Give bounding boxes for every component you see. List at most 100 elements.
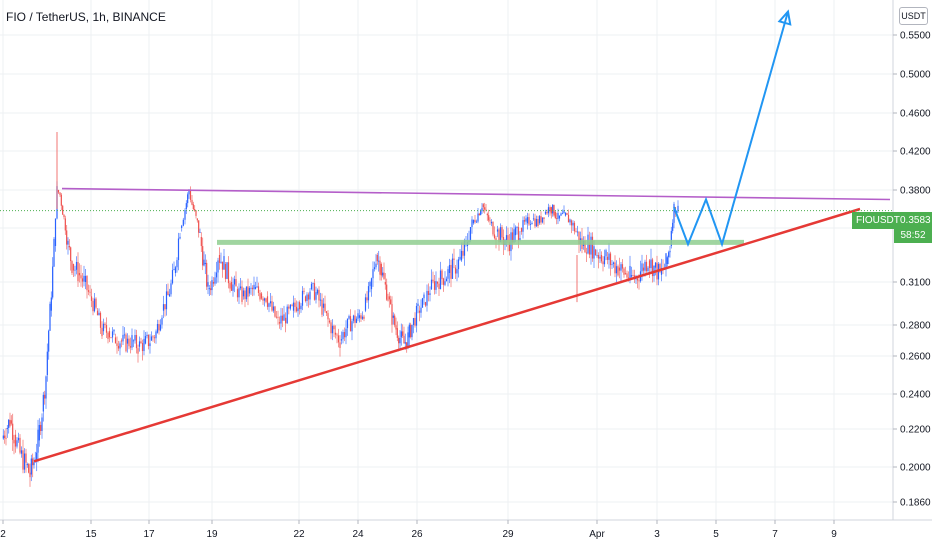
candle-body	[200, 237, 202, 247]
candle-body	[92, 300, 94, 312]
candle-body	[403, 335, 405, 344]
candle-body	[517, 227, 520, 241]
candle-body	[641, 263, 643, 272]
price-tick-label: 0.2000	[900, 463, 931, 474]
candle-body	[480, 210, 482, 216]
candle-body	[177, 238, 180, 261]
candle-body	[315, 292, 317, 300]
candle-body	[390, 299, 392, 305]
candle-body	[12, 423, 14, 440]
candle-body	[478, 213, 480, 216]
candle-body	[14, 434, 17, 447]
candle-body	[645, 261, 648, 272]
support-trendline[interactable]	[33, 207, 861, 463]
candle-body	[525, 218, 527, 222]
candle-body	[626, 273, 628, 278]
candle-body	[63, 214, 65, 218]
candle-body	[424, 302, 427, 306]
candle-body	[588, 242, 591, 255]
candle-body	[620, 264, 622, 271]
candle-body	[414, 318, 416, 326]
candle-body	[384, 282, 386, 285]
candle-body	[99, 312, 102, 328]
candle-body	[660, 267, 663, 275]
candle-body	[415, 306, 418, 326]
candle-body	[383, 272, 385, 279]
candle-body	[144, 336, 147, 344]
currency-button[interactable]: USDT	[899, 7, 928, 25]
candle-body	[463, 240, 466, 256]
candle-body	[215, 272, 218, 278]
candle-body	[472, 219, 475, 224]
arrowhead-icon	[777, 9, 792, 26]
price-tick-label: 0.1860	[900, 498, 931, 509]
time-tick-label: 9	[831, 529, 837, 540]
candle-body	[433, 281, 436, 290]
candle-body	[281, 315, 284, 321]
candle-body	[400, 331, 402, 338]
candle-body	[117, 345, 120, 349]
candle-body	[48, 330, 50, 352]
candle-body	[498, 229, 500, 243]
candle-body	[141, 343, 144, 352]
projection-path[interactable]	[673, 11, 789, 248]
candle-body	[352, 315, 355, 321]
candle-body	[132, 340, 135, 342]
countdown-label: 58:52	[900, 230, 926, 241]
candle-body	[357, 313, 359, 319]
candle-body	[659, 263, 661, 272]
candle-body	[621, 264, 624, 269]
candle-body	[147, 334, 150, 347]
candle-body	[33, 462, 35, 466]
candle-body	[380, 264, 382, 276]
candle-body	[392, 315, 394, 318]
candle-body	[184, 209, 186, 220]
candle-body	[22, 450, 24, 470]
candle-body	[122, 334, 124, 342]
candle-body	[221, 261, 224, 270]
candle-body	[313, 283, 316, 300]
candle-body	[330, 322, 332, 334]
candle-body	[16, 440, 18, 447]
candle-body	[104, 323, 106, 326]
candle-body	[253, 284, 255, 290]
candle-body	[260, 293, 263, 299]
candle-body	[306, 294, 308, 302]
candle-body	[673, 203, 675, 223]
price-tick-label: 0.4200	[900, 147, 931, 158]
candle-body	[549, 207, 551, 212]
candle-body	[523, 220, 526, 222]
candle-body	[162, 304, 165, 311]
candle-body	[227, 262, 230, 284]
candle-body	[71, 261, 73, 274]
candle-body	[420, 307, 422, 313]
candle-body	[436, 282, 439, 284]
candle-body	[423, 294, 425, 299]
candle-body	[644, 261, 646, 271]
candle-body	[387, 299, 389, 301]
candle-body	[593, 246, 595, 259]
candle-body	[418, 310, 421, 313]
candle-body	[53, 238, 55, 267]
candle-body	[41, 417, 43, 431]
candle-body	[159, 324, 162, 331]
candle-body	[450, 264, 452, 279]
candle-body	[292, 302, 295, 311]
candle-body	[426, 290, 428, 306]
candle-body	[459, 256, 461, 260]
candle-body	[129, 346, 132, 348]
candle-body	[508, 242, 511, 252]
time-tick-label: 29	[502, 529, 514, 540]
time-axis[interactable]: 2 15 17 19 22 24 26 29 Apr 3 5 7 9	[0, 520, 837, 540]
candle-body	[614, 262, 616, 274]
candle-body	[161, 317, 163, 325]
candle-body	[442, 278, 445, 285]
candle-body	[187, 194, 189, 204]
time-tick-label: 15	[85, 529, 97, 540]
candle-body	[181, 225, 183, 228]
time-tick-label: 3	[654, 529, 660, 540]
resistance-trendline[interactable]	[61, 187, 891, 201]
candle-body	[448, 264, 451, 273]
price-axis[interactable]: 0.55000.50000.46000.42000.38000.34000.31…	[893, 31, 931, 509]
